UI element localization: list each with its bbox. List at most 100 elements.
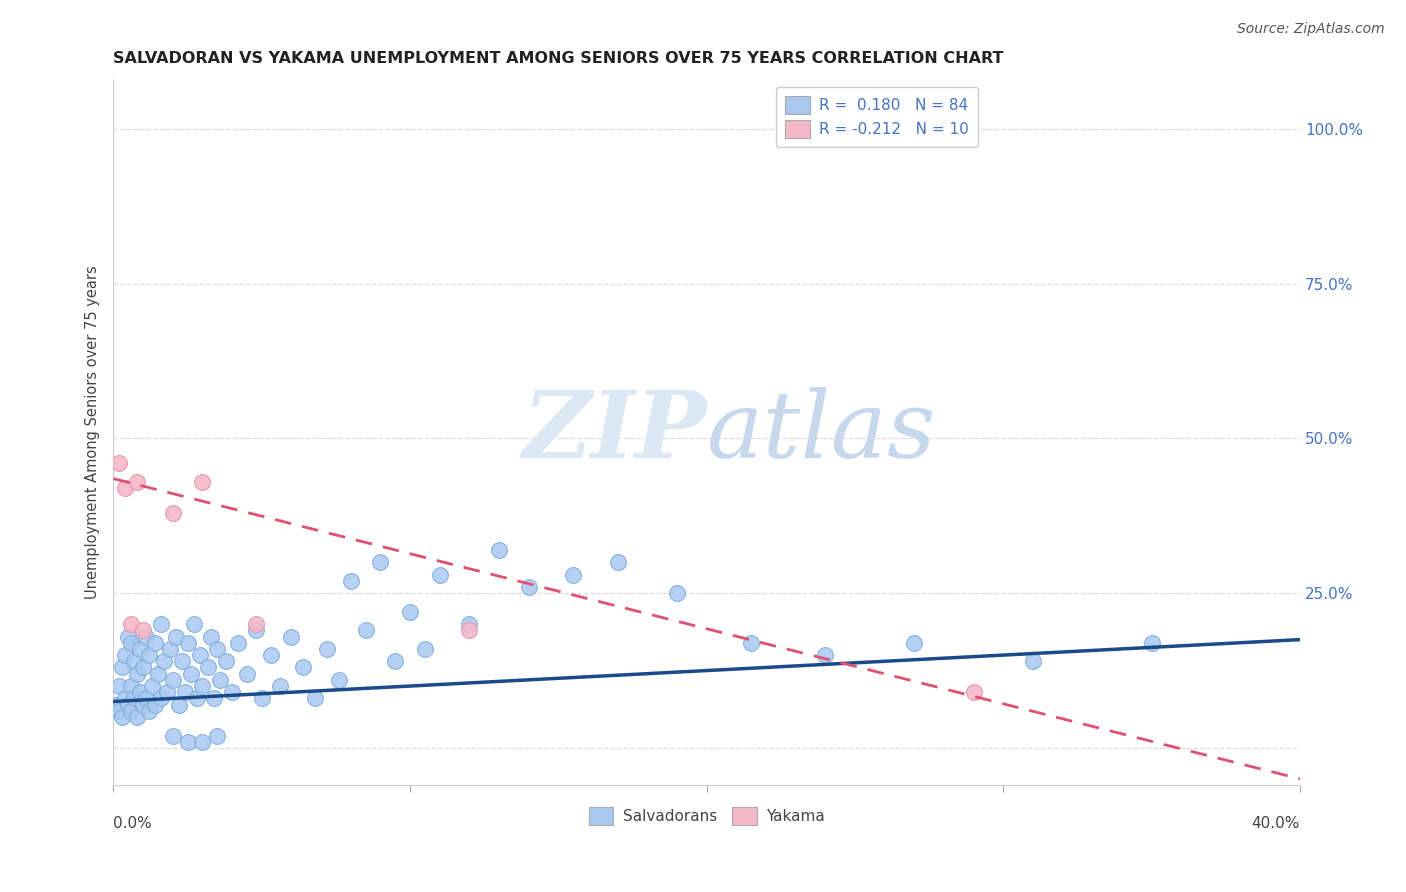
Point (413, 641, 436, 656)
Point (963, 685, 986, 699)
Point (562, 567, 585, 582)
Point (316, 641, 339, 656)
Point (200, 630, 222, 644)
Point (146, 666, 169, 681)
Point (245, 617, 267, 632)
Point (1140, 636, 1163, 650)
Point (197, 660, 219, 674)
Point (129, 685, 152, 699)
Point (111, 710, 134, 724)
Point (108, 679, 131, 693)
Point (269, 679, 291, 693)
Point (173, 685, 195, 699)
Point (149, 617, 172, 632)
Point (105, 698, 128, 712)
Text: 40.0%: 40.0% (1251, 815, 1301, 830)
Point (215, 654, 238, 668)
Point (280, 630, 302, 644)
Point (127, 710, 149, 724)
Point (488, 542, 510, 557)
Point (114, 648, 136, 662)
Point (127, 666, 149, 681)
Point (159, 641, 181, 656)
Point (170, 654, 193, 668)
Point (153, 654, 176, 668)
Text: SALVADORAN VS YAKAMA UNEMPLOYMENT AMONG SENIORS OVER 75 YEARS CORRELATION CHART: SALVADORAN VS YAKAMA UNEMPLOYMENT AMONG … (114, 51, 1004, 66)
Text: ZIP: ZIP (523, 387, 707, 477)
Point (245, 624, 267, 638)
Point (132, 698, 155, 712)
Point (108, 456, 131, 470)
Point (458, 624, 481, 638)
Point (226, 636, 249, 650)
Point (183, 617, 205, 632)
Point (328, 673, 350, 687)
Point (207, 641, 229, 656)
Point (135, 630, 157, 644)
Point (114, 481, 136, 495)
Point (162, 673, 184, 687)
Point (740, 636, 762, 650)
Point (903, 636, 925, 650)
Point (1022, 654, 1045, 668)
Point (120, 617, 142, 632)
Point (370, 555, 392, 569)
Point (114, 691, 136, 706)
Point (120, 636, 142, 650)
Text: Source: ZipAtlas.com: Source: ZipAtlas.com (1237, 22, 1385, 37)
Point (221, 685, 243, 699)
Point (176, 636, 198, 650)
Point (209, 673, 232, 687)
Point (186, 691, 208, 706)
Point (122, 654, 145, 668)
Point (149, 691, 172, 706)
Point (138, 648, 160, 662)
Point (292, 660, 315, 674)
Point (191, 735, 214, 749)
Point (188, 648, 211, 662)
Point (814, 648, 837, 662)
Point (132, 660, 155, 674)
Point (429, 567, 451, 582)
Point (458, 617, 481, 632)
Point (120, 679, 142, 693)
Point (129, 641, 152, 656)
Point (340, 574, 363, 588)
Point (517, 580, 540, 594)
Point (156, 685, 179, 699)
Text: 0.0%: 0.0% (114, 815, 152, 830)
Point (117, 630, 139, 644)
Point (180, 666, 202, 681)
Point (176, 735, 198, 749)
Point (202, 691, 225, 706)
Point (132, 624, 155, 638)
Point (260, 648, 283, 662)
Point (162, 506, 184, 520)
Point (165, 630, 187, 644)
Legend: Salvadorans, Yakama: Salvadorans, Yakama (579, 798, 834, 834)
Point (143, 636, 166, 650)
Text: atlas: atlas (707, 387, 936, 477)
Point (162, 729, 184, 743)
Point (143, 698, 166, 712)
Point (399, 605, 422, 619)
Point (207, 729, 229, 743)
Point (666, 586, 689, 600)
Point (111, 660, 134, 674)
Point (127, 475, 149, 489)
Point (120, 704, 142, 718)
Y-axis label: Unemployment Among Seniors over 75 years: Unemployment Among Seniors over 75 years (86, 265, 100, 599)
Point (606, 555, 628, 569)
Point (354, 624, 377, 638)
Point (108, 704, 131, 718)
Point (122, 691, 145, 706)
Point (304, 691, 326, 706)
Point (135, 691, 157, 706)
Point (167, 698, 190, 712)
Point (384, 654, 406, 668)
Point (191, 475, 214, 489)
Point (117, 698, 139, 712)
Point (191, 679, 214, 693)
Point (138, 704, 160, 718)
Point (141, 679, 163, 693)
